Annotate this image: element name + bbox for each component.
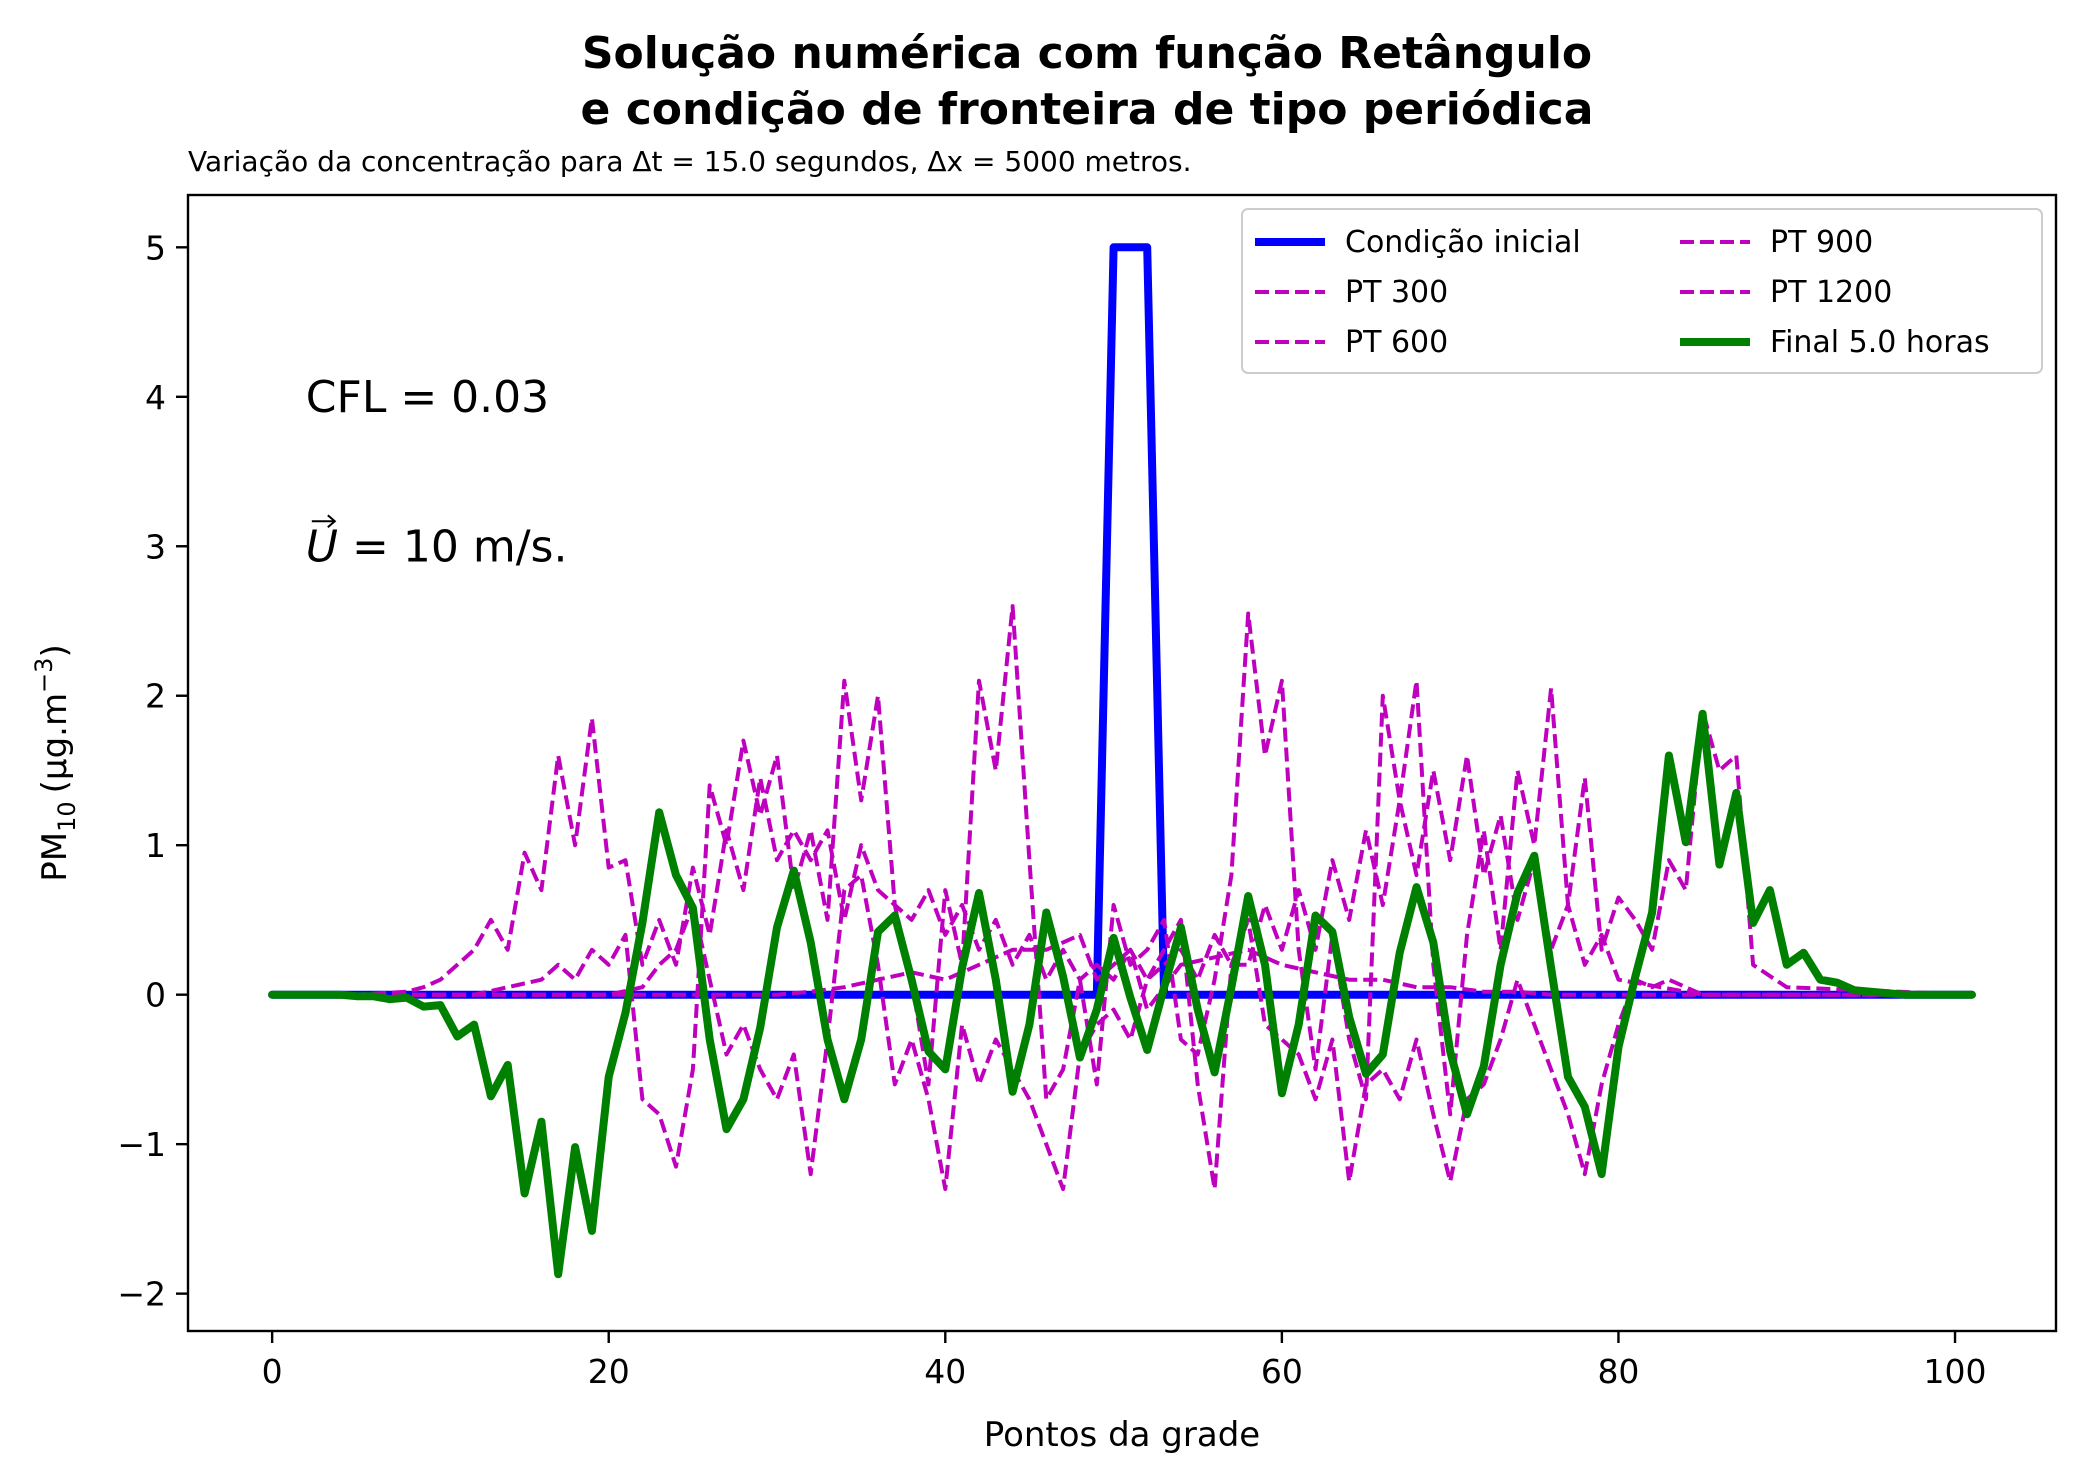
series-line-2 <box>272 604 1972 1169</box>
x-tick-label: 0 <box>262 1352 283 1391</box>
x-tick-label: 40 <box>924 1352 966 1391</box>
series-line-1 <box>272 716 1972 997</box>
y-tick-label: 3 <box>145 527 166 566</box>
y-label-close: ) <box>35 644 75 657</box>
y-tick-label: 2 <box>145 677 166 716</box>
legend: Condição inicial PT 300 PT 600 PT 900 PT 120… <box>1241 208 2043 374</box>
series-line-5 <box>268 709 1976 1279</box>
velocity-value: = 10 m/s. <box>338 521 567 572</box>
chart-subtitle: Variação da concentração para Δt = 15.0 … <box>188 145 1192 178</box>
velocity-annotation-text: U = 10 m/s. <box>306 521 568 572</box>
x-tick-label: 20 <box>588 1352 630 1391</box>
x-tick-label: 100 <box>1924 1352 1987 1391</box>
plot-frame <box>186 193 2058 1333</box>
y-tick-label: 5 <box>145 228 166 267</box>
series-line-3 <box>272 873 1972 1191</box>
legend-label-2: PT 600 <box>1345 325 1448 360</box>
x-axis: 0 20 40 60 80 100 <box>262 1331 1987 1391</box>
series-layer <box>268 243 1976 1279</box>
legend-label-3: PT 900 <box>1770 225 1873 260</box>
y-axis-label: PM10 (μg.m−3) <box>30 644 81 881</box>
x-tick-label: 60 <box>1261 1352 1303 1391</box>
y-label-unit: (μg.m <box>35 693 75 793</box>
chart-title-line2: e condição de fronteira de tipo periódic… <box>581 84 1594 135</box>
vector-arrow-icon <box>311 514 337 529</box>
legend-label-5: Final 5.0 horas <box>1770 325 1990 360</box>
legend-label-0: Condição inicial <box>1345 225 1581 260</box>
y-tick-label: 0 <box>145 976 166 1015</box>
velocity-vector-symbol: U <box>306 521 338 572</box>
legend-box <box>1241 208 2043 374</box>
velocity-annotation: U = 10 m/s. <box>306 514 568 572</box>
y-tick-label: −1 <box>117 1125 166 1164</box>
x-axis-label: Pontos da grade <box>984 1415 1260 1455</box>
y-tick-label: 1 <box>145 826 166 865</box>
cfl-annotation: CFL = 0.03 <box>306 372 549 423</box>
y-tick-label: −2 <box>117 1275 166 1314</box>
y-axis: −2 −1 0 1 2 3 4 5 <box>117 228 188 1314</box>
x-tick-label: 80 <box>1597 1352 1639 1391</box>
y-label-sub: 10 <box>53 801 81 832</box>
legend-label-4: PT 1200 <box>1770 275 1892 310</box>
y-label-exp: −3 <box>30 658 58 693</box>
legend-label-1: PT 300 <box>1345 275 1448 310</box>
y-tick-label: 4 <box>145 378 166 417</box>
y-label-main: PM <box>35 832 75 882</box>
chart-title-line1: Solução numérica com função Retângulo <box>582 28 1592 79</box>
